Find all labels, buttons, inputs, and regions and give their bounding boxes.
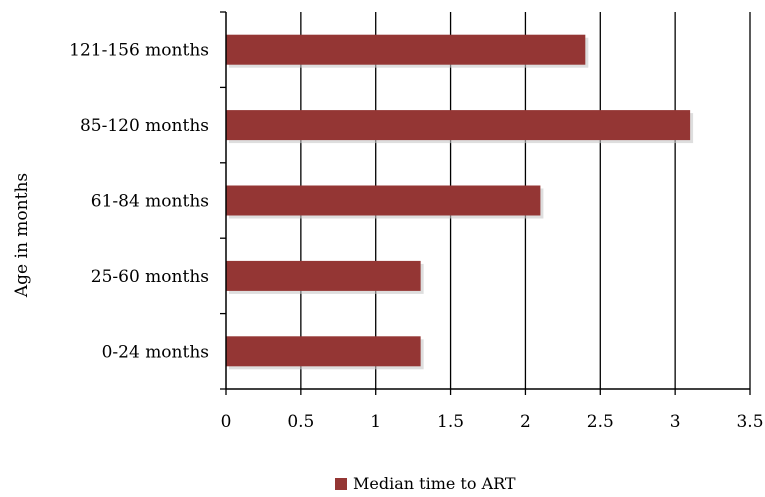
x-tick-label: 3 [670,412,681,432]
y-tick-label: 61-84 months [91,192,209,212]
bar [226,34,586,65]
bar [226,336,421,367]
x-tick-label: 2.5 [587,412,614,432]
x-tick-label: 2 [520,412,531,432]
legend-label: Median time to ART [353,474,516,493]
legend: Median time to ART [335,474,516,493]
axes [220,11,751,395]
bars [226,34,694,370]
x-tick-label: 1.5 [437,412,464,432]
y-tick-label: 25-60 months [91,267,209,287]
bar [226,260,421,291]
bar [226,110,691,141]
x-tick-label: 3.5 [736,412,763,432]
y-tick-label: 121-156 months [69,41,209,61]
x-tick-label: 0 [221,412,232,432]
y-tick-label: 85-120 months [80,116,209,136]
y-tick-labels: 0-24 months 25-60 months 61-84 months 85-12… [69,41,209,363]
x-tick-label: 0.5 [287,412,314,432]
x-tick-label: 1 [370,412,381,432]
legend-swatch [335,478,347,490]
y-tick-label: 0-24 months [102,342,209,362]
bar [226,185,541,216]
y-axis-title: Age in months [12,173,32,298]
x-tick-labels: 0 0.5 1 1.5 2 2.5 3 3.5 [221,412,764,432]
